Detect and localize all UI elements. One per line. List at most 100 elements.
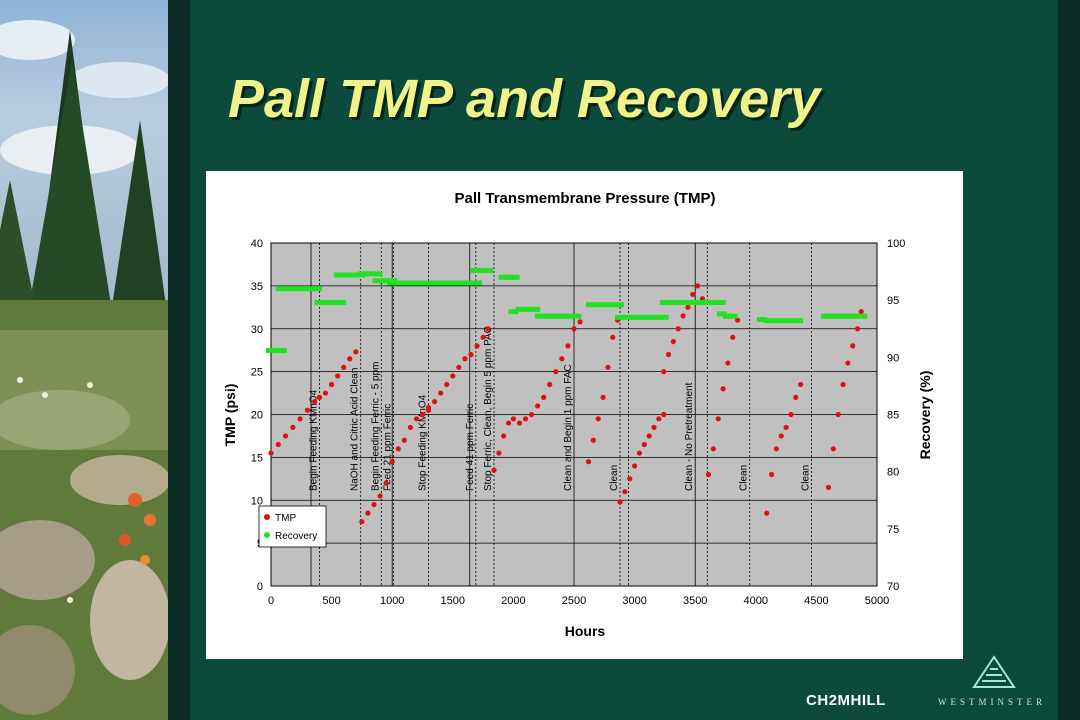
tmp-point <box>290 424 296 430</box>
tmp-point <box>462 356 468 362</box>
y-axis-label: TMP (psi) <box>222 384 238 447</box>
tmp-point <box>456 364 462 370</box>
tmp-point <box>788 411 794 418</box>
y2-tick-label: 85 <box>887 410 899 422</box>
recovery-point <box>556 313 567 319</box>
legend: TMP Recovery <box>258 505 327 548</box>
event-label: Stop Feeding KMnO4 <box>418 394 429 491</box>
ch2mhill-logo: CH2MHILL <box>806 692 886 709</box>
recovery-point <box>615 314 626 320</box>
recovery-point <box>297 286 308 292</box>
divider-bar <box>168 0 190 720</box>
y-tick-label: 35 <box>251 281 263 293</box>
tmp-point <box>661 369 667 375</box>
x-tick-label: 3000 <box>622 595 646 607</box>
tmp-point <box>595 416 601 422</box>
y-tick-label: 0 <box>257 581 263 593</box>
tmp-point <box>825 484 832 490</box>
tmp-point <box>661 411 667 418</box>
recovery-point <box>857 313 868 319</box>
recovery-point <box>530 306 541 312</box>
tmp-point <box>535 403 541 409</box>
event-label: Clean <box>739 465 750 491</box>
tmp-point <box>840 381 846 388</box>
tmp-point <box>855 326 861 332</box>
right-border-bar <box>1058 0 1080 720</box>
tmp-point <box>316 394 323 400</box>
legend-tmp-label: TMP <box>275 513 296 524</box>
recovery-point <box>321 299 332 305</box>
recovery-point <box>727 313 738 319</box>
chart-title: Pall Transmembrane Pressure (TMP) <box>455 190 716 207</box>
x-tick-label: 5000 <box>865 595 889 607</box>
legend-recovery-marker <box>264 532 270 538</box>
tmp-point <box>547 381 553 388</box>
x-tick-label: 2500 <box>562 595 586 607</box>
recovery-point <box>835 313 846 319</box>
tmp-point <box>275 441 281 448</box>
tmp-point <box>830 446 836 452</box>
recovery-point <box>535 313 546 319</box>
tmp-point <box>622 489 628 495</box>
tmp-point <box>491 467 497 473</box>
recovery-point <box>659 299 670 305</box>
recovery-point <box>276 347 287 353</box>
recovery-point <box>438 280 449 286</box>
recovery-point <box>348 272 359 278</box>
tmp-point <box>341 364 347 370</box>
event-label: Feed 21 ppm Ferric <box>382 404 393 491</box>
recovery-point <box>764 318 775 324</box>
tmp-point <box>783 424 789 430</box>
legend-box <box>258 505 327 548</box>
recovery-point <box>622 314 633 320</box>
tmp-point <box>695 283 701 289</box>
tmp-point <box>438 390 444 396</box>
tmp-point <box>383 480 389 486</box>
recovery-point <box>703 299 714 305</box>
recovery-point <box>470 267 481 273</box>
tmp-point <box>610 334 616 340</box>
recovery-point <box>329 299 340 305</box>
recovery-point <box>372 278 383 284</box>
recovery-point <box>688 299 699 305</box>
recovery-point <box>651 314 662 320</box>
recovery-point <box>290 286 301 292</box>
recovery-point <box>282 286 293 292</box>
recovery-point <box>828 313 839 319</box>
y-tick-label: 20 <box>251 410 263 422</box>
x-tick-label: 4000 <box>744 595 768 607</box>
y-tick-label: 40 <box>251 238 263 250</box>
recovery-point <box>401 280 412 286</box>
tmp-point <box>553 369 559 375</box>
recovery-point <box>593 302 604 308</box>
y2-axis-label: Recovery (%) <box>917 371 933 460</box>
tmp-point <box>474 343 480 349</box>
recovery-point <box>658 314 669 320</box>
recovery-point <box>585 302 596 308</box>
recovery-point <box>358 271 369 277</box>
y-tick-labels: 0510152025303540 <box>251 238 263 593</box>
tmp-point <box>450 373 456 379</box>
recovery-point <box>515 306 526 312</box>
tmp-point <box>329 381 335 388</box>
recovery-point <box>333 272 344 278</box>
legend-recovery-label: Recovery <box>275 531 317 542</box>
recovery-point <box>564 313 575 319</box>
event-label: Clean and Begin 1 ppm FAC <box>563 364 574 491</box>
recovery-point <box>445 280 456 286</box>
event-label: Clean <box>801 465 812 491</box>
tmp-point <box>590 437 596 443</box>
y2-tick-label: 80 <box>887 467 899 479</box>
tmp-point <box>798 381 804 388</box>
tmp-point <box>577 319 583 325</box>
recovery-point <box>336 299 347 305</box>
x-tick-label: 2000 <box>501 595 525 607</box>
tmp-point <box>675 326 681 332</box>
forest-photo <box>0 0 168 720</box>
recovery-point <box>793 318 804 324</box>
recovery-point <box>365 271 376 277</box>
tmp-point <box>730 334 736 340</box>
recovery-point <box>681 299 692 305</box>
tmp-point <box>600 394 606 400</box>
legend-tmp-marker <box>264 514 270 520</box>
